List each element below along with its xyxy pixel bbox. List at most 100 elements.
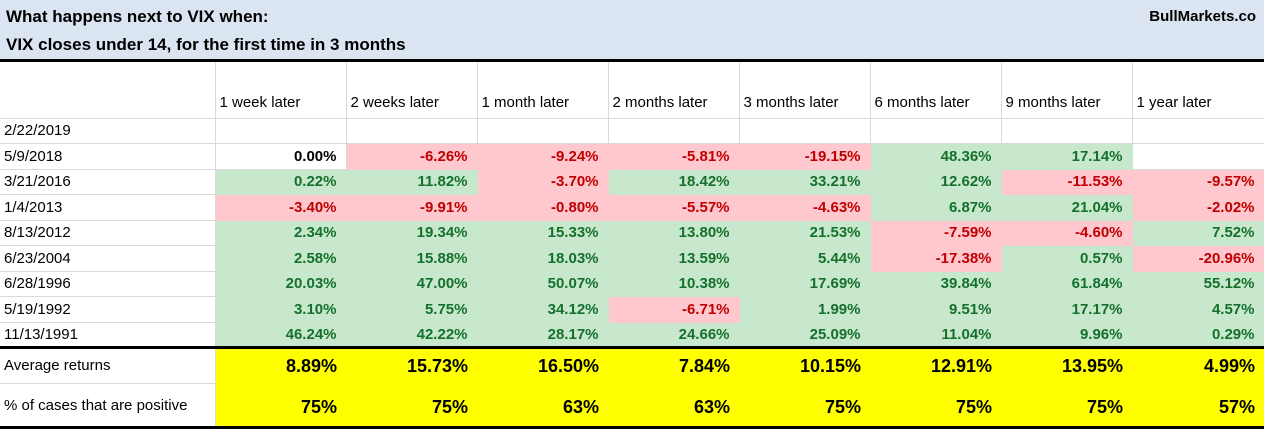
return-cell[interactable]: 61.84%: [1001, 271, 1133, 297]
return-cell[interactable]: 28.17%: [477, 322, 609, 348]
return-cell[interactable]: 12.62%: [870, 169, 1002, 195]
return-cell[interactable]: -4.60%: [1001, 220, 1133, 246]
return-cell[interactable]: 25.09%: [739, 322, 871, 348]
return-cell[interactable]: 17.69%: [739, 271, 871, 297]
return-cell[interactable]: -6.71%: [608, 296, 740, 323]
return-cell[interactable]: 18.03%: [477, 245, 609, 272]
date-cell[interactable]: 6/23/2004: [0, 245, 216, 272]
return-cell[interactable]: 10.38%: [608, 271, 740, 297]
average-cell[interactable]: 15.73%: [346, 346, 477, 384]
percent-positive-cell[interactable]: 63%: [608, 383, 739, 429]
return-cell[interactable]: -3.70%: [477, 169, 609, 195]
summary-label[interactable]: Average returns: [0, 346, 216, 384]
date-cell[interactable]: 3/21/2016: [0, 169, 216, 195]
return-cell[interactable]: 0.00%: [215, 143, 347, 170]
return-cell[interactable]: 0.57%: [1001, 245, 1133, 272]
return-cell[interactable]: -2.02%: [1132, 194, 1264, 221]
return-cell[interactable]: 15.88%: [346, 245, 478, 272]
average-cell[interactable]: 8.89%: [215, 346, 346, 384]
return-cell[interactable]: 33.21%: [739, 169, 871, 195]
return-cell[interactable]: 5.44%: [739, 245, 871, 272]
percent-positive-cell[interactable]: 75%: [1001, 383, 1132, 429]
return-cell[interactable]: -11.53%: [1001, 169, 1133, 195]
column-header[interactable]: 9 months later: [1001, 62, 1133, 119]
return-cell[interactable]: -20.96%: [1132, 245, 1264, 272]
return-cell[interactable]: 21.53%: [739, 220, 871, 246]
return-cell[interactable]: -9.91%: [346, 194, 478, 221]
percent-positive-cell[interactable]: 63%: [477, 383, 608, 429]
percent-positive-cell[interactable]: 75%: [346, 383, 477, 429]
date-cell[interactable]: 5/19/1992: [0, 296, 216, 323]
return-cell[interactable]: 20.03%: [215, 271, 347, 297]
return-cell[interactable]: -9.24%: [477, 143, 609, 170]
return-cell[interactable]: -5.57%: [608, 194, 740, 221]
return-cell[interactable]: 21.04%: [1001, 194, 1133, 221]
return-cell[interactable]: 13.59%: [608, 245, 740, 272]
date-cell[interactable]: 1/4/2013: [0, 194, 216, 221]
return-cell[interactable]: [870, 118, 1002, 144]
return-cell[interactable]: 17.17%: [1001, 296, 1133, 323]
average-cell[interactable]: 13.95%: [1001, 346, 1132, 384]
return-cell[interactable]: 5.75%: [346, 296, 478, 323]
column-header[interactable]: 2 weeks later: [346, 62, 478, 119]
return-cell[interactable]: 15.33%: [477, 220, 609, 246]
return-cell[interactable]: -17.38%: [870, 245, 1002, 272]
percent-positive-cell[interactable]: 75%: [870, 383, 1001, 429]
return-cell[interactable]: [1001, 118, 1133, 144]
return-cell[interactable]: 6.87%: [870, 194, 1002, 221]
return-cell[interactable]: 50.07%: [477, 271, 609, 297]
return-cell[interactable]: 1.99%: [739, 296, 871, 323]
return-cell[interactable]: [215, 118, 347, 144]
return-cell[interactable]: 48.36%: [870, 143, 1002, 170]
return-cell[interactable]: -9.57%: [1132, 169, 1264, 195]
return-cell[interactable]: -5.81%: [608, 143, 740, 170]
return-cell[interactable]: [346, 118, 478, 144]
percent-positive-cell[interactable]: 75%: [215, 383, 346, 429]
return-cell[interactable]: -0.80%: [477, 194, 609, 221]
column-header[interactable]: 6 months later: [870, 62, 1002, 119]
return-cell[interactable]: 11.82%: [346, 169, 478, 195]
return-cell[interactable]: 34.12%: [477, 296, 609, 323]
summary-label[interactable]: % of cases that are positive: [0, 383, 216, 429]
return-cell[interactable]: -7.59%: [870, 220, 1002, 246]
date-cell[interactable]: 2/22/2019: [0, 118, 216, 144]
column-header[interactable]: 1 week later: [215, 62, 347, 119]
column-header[interactable]: 3 months later: [739, 62, 871, 119]
average-cell[interactable]: 10.15%: [739, 346, 870, 384]
return-cell[interactable]: 39.84%: [870, 271, 1002, 297]
average-cell[interactable]: 4.99%: [1132, 346, 1264, 384]
date-cell[interactable]: 5/9/2018: [0, 143, 216, 170]
return-cell[interactable]: -3.40%: [215, 194, 347, 221]
average-cell[interactable]: 7.84%: [608, 346, 739, 384]
return-cell[interactable]: [739, 118, 871, 144]
return-cell[interactable]: 3.10%: [215, 296, 347, 323]
return-cell[interactable]: 0.22%: [215, 169, 347, 195]
return-cell[interactable]: 2.34%: [215, 220, 347, 246]
return-cell[interactable]: [608, 118, 740, 144]
return-cell[interactable]: 7.52%: [1132, 220, 1264, 246]
return-cell[interactable]: [1132, 143, 1264, 170]
column-header[interactable]: 1 month later: [477, 62, 609, 119]
return-cell[interactable]: 13.80%: [608, 220, 740, 246]
column-header[interactable]: 2 months later: [608, 62, 740, 119]
return-cell[interactable]: -4.63%: [739, 194, 871, 221]
column-header[interactable]: 1 year later: [1132, 62, 1264, 119]
return-cell[interactable]: 55.12%: [1132, 271, 1264, 297]
return-cell[interactable]: 11.04%: [870, 322, 1002, 348]
date-cell[interactable]: 6/28/1996: [0, 271, 216, 297]
return-cell[interactable]: [1132, 118, 1264, 144]
return-cell[interactable]: 9.96%: [1001, 322, 1133, 348]
return-cell[interactable]: 47.00%: [346, 271, 478, 297]
return-cell[interactable]: 42.22%: [346, 322, 478, 348]
percent-positive-cell[interactable]: 75%: [739, 383, 870, 429]
return-cell[interactable]: 2.58%: [215, 245, 347, 272]
return-cell[interactable]: 19.34%: [346, 220, 478, 246]
return-cell[interactable]: 46.24%: [215, 322, 347, 348]
return-cell[interactable]: 9.51%: [870, 296, 1002, 323]
return-cell[interactable]: 0.29%: [1132, 322, 1264, 348]
return-cell[interactable]: 4.57%: [1132, 296, 1264, 323]
average-cell[interactable]: 16.50%: [477, 346, 608, 384]
return-cell[interactable]: 17.14%: [1001, 143, 1133, 170]
return-cell[interactable]: -6.26%: [346, 143, 478, 170]
return-cell[interactable]: -19.15%: [739, 143, 871, 170]
